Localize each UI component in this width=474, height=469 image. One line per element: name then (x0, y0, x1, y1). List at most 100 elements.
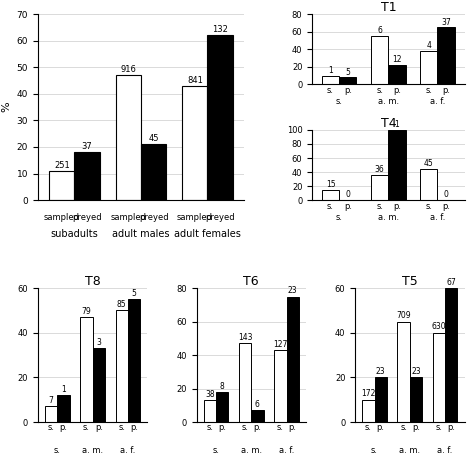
Title: T4: T4 (381, 117, 396, 130)
Bar (45, 407, 57, 422)
Bar (286, 296, 299, 422)
Text: 143: 143 (238, 333, 252, 342)
Text: 45: 45 (424, 159, 434, 168)
Text: 132: 132 (212, 25, 228, 34)
Text: 0: 0 (346, 190, 350, 199)
Bar (420, 51, 438, 84)
Text: s.: s. (336, 213, 343, 222)
Text: s.: s. (54, 446, 61, 455)
Text: 23: 23 (376, 367, 385, 376)
Text: 1: 1 (328, 66, 333, 75)
Bar (438, 27, 455, 84)
Text: 841: 841 (187, 76, 203, 85)
Bar (445, 288, 457, 422)
Bar (49, 171, 74, 200)
Text: 0: 0 (444, 190, 448, 199)
Text: 709: 709 (396, 311, 411, 320)
Text: sampled: sampled (44, 213, 80, 222)
Bar (433, 333, 445, 422)
Text: 6: 6 (255, 400, 260, 409)
Bar (371, 175, 388, 200)
Bar (251, 410, 264, 422)
Bar (420, 168, 438, 200)
Bar (116, 75, 141, 200)
Text: a. f.: a. f. (120, 446, 136, 455)
Y-axis label: %: % (1, 102, 11, 113)
Bar (371, 36, 388, 84)
Title: T8: T8 (85, 275, 100, 288)
Text: a. m.: a. m. (241, 446, 262, 455)
Text: 4: 4 (427, 41, 431, 50)
Bar (204, 401, 216, 422)
Text: 630: 630 (432, 323, 446, 332)
Text: 23: 23 (288, 286, 298, 295)
Bar (398, 322, 410, 422)
Text: 36: 36 (375, 165, 384, 174)
Bar (182, 86, 208, 200)
Title: T6: T6 (244, 275, 259, 288)
Text: 45: 45 (148, 134, 159, 143)
Title: T1: T1 (381, 1, 396, 14)
Text: s.: s. (371, 446, 378, 455)
Text: s.: s. (212, 446, 219, 455)
Text: 3: 3 (96, 338, 101, 347)
Text: sampled: sampled (110, 213, 146, 222)
Text: a. f.: a. f. (438, 446, 453, 455)
Text: a. m.: a. m. (378, 97, 399, 106)
Text: 916: 916 (120, 65, 137, 74)
Text: 7: 7 (49, 396, 54, 405)
Bar (141, 144, 166, 200)
Text: 38: 38 (205, 390, 215, 399)
Title: T5: T5 (402, 275, 418, 288)
Text: a. f.: a. f. (430, 97, 445, 106)
Text: 8: 8 (220, 382, 225, 391)
Text: 67: 67 (447, 278, 456, 287)
Bar (116, 310, 128, 422)
Text: 1: 1 (394, 120, 399, 129)
Text: subadults: subadults (51, 229, 99, 239)
Bar (374, 378, 387, 422)
Text: preyed: preyed (205, 213, 235, 222)
Text: a. f.: a. f. (279, 446, 294, 455)
Text: adult males: adult males (112, 229, 170, 239)
Bar (388, 65, 406, 84)
Bar (388, 130, 406, 200)
Text: 1: 1 (61, 385, 66, 394)
Bar (208, 35, 233, 200)
Text: 251: 251 (54, 161, 70, 170)
Bar (410, 378, 422, 422)
Text: 6: 6 (377, 26, 382, 35)
Text: adult females: adult females (174, 229, 241, 239)
Text: 79: 79 (82, 307, 91, 316)
Text: 12: 12 (392, 55, 401, 64)
Text: a. f.: a. f. (430, 213, 445, 222)
Text: 37: 37 (441, 17, 451, 27)
Bar (216, 392, 228, 422)
Text: 15: 15 (326, 180, 336, 189)
Bar (274, 350, 286, 422)
Bar (80, 317, 92, 422)
Text: 85: 85 (117, 300, 127, 309)
Bar (322, 189, 339, 200)
Bar (92, 348, 105, 422)
Text: sampled: sampled (177, 213, 213, 222)
Bar (239, 343, 251, 422)
Text: 5: 5 (346, 68, 350, 76)
Text: preyed: preyed (139, 213, 168, 222)
Text: 5: 5 (132, 289, 137, 298)
Text: a. m.: a. m. (82, 446, 103, 455)
Text: 127: 127 (273, 340, 288, 349)
Bar (362, 400, 374, 422)
Text: s.: s. (336, 97, 343, 106)
Text: preyed: preyed (73, 213, 102, 222)
Text: 172: 172 (361, 389, 375, 399)
Text: a. m.: a. m. (378, 213, 399, 222)
Bar (339, 77, 356, 84)
Text: a. m.: a. m. (399, 446, 420, 455)
Text: 23: 23 (411, 367, 421, 376)
Text: 37: 37 (82, 142, 92, 151)
Bar (128, 299, 140, 422)
Bar (74, 152, 100, 200)
Bar (57, 395, 70, 422)
Bar (322, 76, 339, 84)
